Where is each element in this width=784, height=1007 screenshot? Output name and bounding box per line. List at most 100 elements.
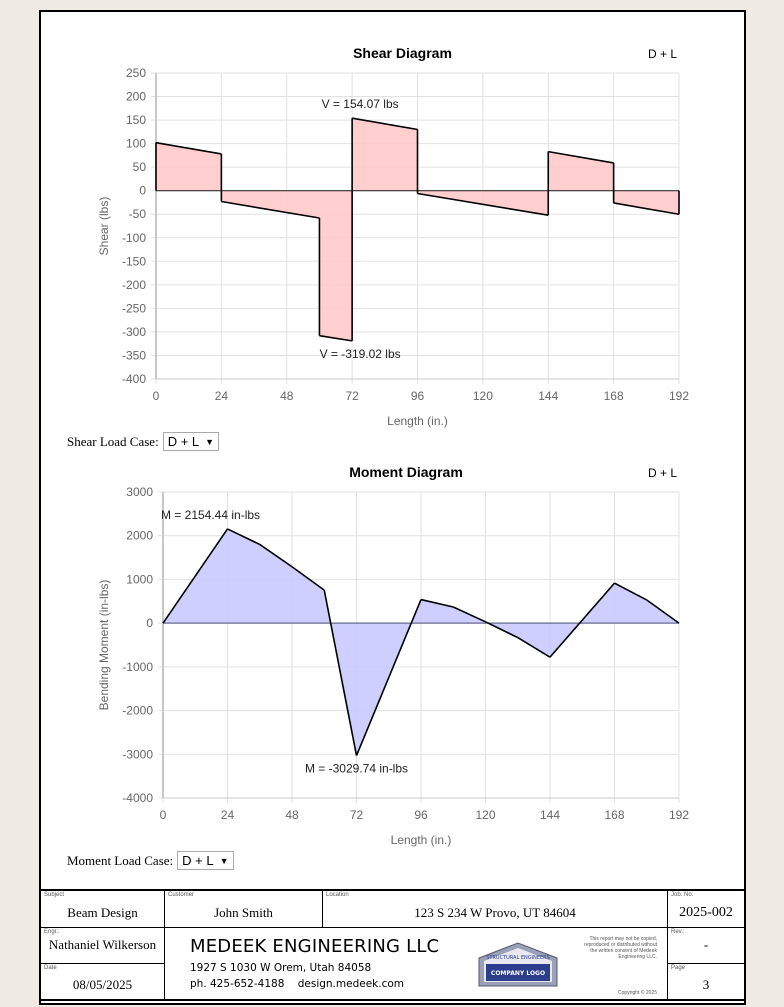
y-tick-label: -3000 (122, 747, 153, 761)
moment-diagram-chart: 3000 2000 1000 0 -1000 -2000 -3000 -4000 0 24 48 72… (97, 464, 689, 847)
y-tick-label: -50 (129, 207, 147, 221)
location-cell: Location 123 S 234 W Provo, UT 84604 (323, 891, 668, 928)
x-tick-label: 0 (153, 389, 160, 403)
x-tick-label: 96 (414, 808, 428, 822)
series-segment (549, 582, 616, 658)
x-tick-label: 48 (280, 389, 294, 403)
copyright-text: Copyright © 2025 (618, 990, 657, 996)
y-tick-label: -300 (122, 325, 146, 339)
y-tick-label: -250 (122, 301, 146, 315)
svg-text:COMPANY LOGO: COMPANY LOGO (491, 970, 545, 977)
y-tick-label: -100 (122, 231, 146, 245)
company-logo: STRUCTURAL ENGINEERS COMPANY LOGO (478, 942, 558, 987)
moment-load-case-control: Moment Load Case: D + L ▼ (67, 851, 234, 870)
series-segment (221, 200, 320, 219)
y-tick-label: 0 (146, 616, 153, 630)
chart-title: Moment Diagram (349, 464, 463, 480)
svg-text:STRUCTURAL ENGINEERS: STRUCTURAL ENGINEERS (486, 955, 550, 961)
series-segment (319, 334, 353, 342)
date-cell: Date 08/05/2025 (41, 964, 165, 1001)
chart-title: Shear Diagram (353, 45, 452, 61)
x-tick-label: 24 (221, 808, 235, 822)
data-annotation: V = -319.02 lbs (320, 347, 401, 361)
series-segment (155, 141, 222, 155)
shear-load-case-select[interactable]: D + L ▼ (162, 432, 220, 451)
load-case-tag: D + L (648, 466, 677, 480)
moment-load-case-value: D + L (182, 853, 214, 868)
series-segment (291, 566, 325, 591)
page-number-cell: Page 3 (668, 964, 746, 1001)
data-annotation: M = 2154.44 in-lbs (161, 508, 260, 522)
disclaimer-text: This report may not be copied, reproduce… (584, 936, 657, 960)
x-axis-label: Length (in.) (387, 414, 448, 428)
moment-load-case-label: Moment Load Case: (67, 852, 174, 868)
shear-diagram-chart: 250 200 150 100 50 0 -50 -100 -150 -200 -250 -300 -3… (97, 45, 689, 428)
company-block: MEDEEK ENGINEERING LLC 1927 S 1030 W Ore… (165, 928, 668, 1001)
series-segment (323, 589, 358, 756)
x-tick-label: 48 (285, 808, 299, 822)
series-segment (355, 599, 422, 756)
series-segment (162, 575, 196, 624)
job-caption: Job. No. (671, 892, 694, 898)
series-segment (517, 636, 551, 658)
series-segment (417, 192, 549, 216)
y-tick-label: 200 (126, 90, 146, 104)
dropdown-arrow-icon: ▼ (219, 855, 229, 866)
company-address: 1927 S 1030 W Orem, Utah 84058 (190, 962, 372, 974)
x-tick-label: 144 (538, 389, 558, 403)
revision-value: - (703, 937, 709, 952)
date-value: 08/05/2025 (72, 977, 133, 992)
engineer-caption: Engr.: (44, 929, 60, 935)
x-tick-label: 96 (411, 389, 425, 403)
shear-load-case-value: D + L (167, 434, 200, 449)
series-segment (452, 606, 486, 623)
x-tick-label: 120 (475, 808, 495, 822)
y-tick-label: -4000 (122, 791, 153, 805)
location-value: 123 S 234 W Provo, UT 84604 (414, 905, 576, 920)
title-block: Subject Beam Design Customer John Smith Lo… (41, 889, 746, 1003)
x-tick-label: 192 (669, 808, 689, 822)
y-tick-label: -350 (122, 348, 146, 362)
y-tick-label: -1000 (122, 660, 153, 674)
series-segment (351, 117, 418, 131)
y-tick-label: 0 (139, 184, 146, 198)
x-tick-label: 192 (669, 389, 689, 403)
x-tick-label: 0 (160, 808, 167, 822)
revision-caption: Rev.: (671, 929, 685, 935)
company-name: MEDEEK ENGINEERING LLC (190, 936, 440, 957)
engineer-value: Nathaniel Wilkerson (48, 937, 157, 952)
date-caption: Date (44, 965, 57, 971)
series-segment (259, 543, 293, 568)
y-tick-label: -400 (122, 372, 146, 386)
data-annotation: V = 154.07 lbs (322, 97, 399, 111)
x-tick-label: 120 (473, 389, 493, 403)
subject-value: Beam Design (67, 905, 138, 920)
engineer-cell: Engr.: Nathaniel Wilkerson (41, 928, 165, 964)
customer-cell: Customer John Smith (165, 891, 323, 928)
load-case-tag: D + L (648, 47, 677, 61)
series-segment (548, 150, 614, 164)
moment-load-case-select[interactable]: D + L ▼ (177, 851, 234, 870)
x-tick-label: 168 (604, 808, 624, 822)
x-tick-label: 144 (540, 808, 560, 822)
x-tick-label: 168 (604, 389, 624, 403)
x-tick-label: 72 (350, 808, 364, 822)
revision-cell: Rev.: - (668, 928, 746, 964)
customer-caption: Customer (168, 892, 195, 898)
series-segment (646, 599, 680, 624)
y-axis-label: Bending Moment (in-lbs) (97, 580, 111, 711)
location-caption: Location (326, 892, 349, 898)
x-tick-label: 72 (345, 389, 359, 403)
series-segment (194, 528, 229, 577)
y-tick-label: -200 (122, 278, 146, 292)
y-tick-label: 250 (126, 66, 146, 80)
subject-caption: Subject (44, 892, 65, 898)
series-segment (485, 621, 519, 639)
subject-cell: Subject Beam Design (41, 891, 165, 928)
x-axis-label: Length (in.) (391, 833, 452, 847)
y-tick-label: 1000 (126, 572, 153, 586)
series-segment (420, 598, 454, 608)
dropdown-arrow-icon: ▼ (205, 436, 215, 447)
y-tick-label: 3000 (126, 485, 153, 499)
series-segment (614, 582, 648, 601)
